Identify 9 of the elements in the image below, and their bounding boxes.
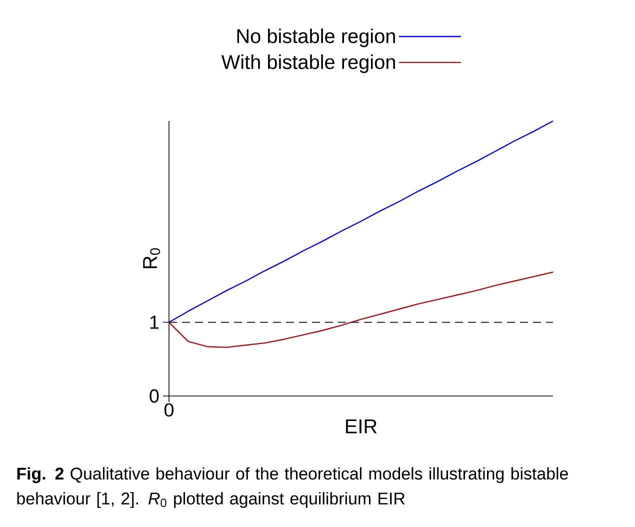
y-tick-label: 1 — [150, 316, 159, 329]
text: 0 — [164, 403, 174, 417]
x-axis-title: EIR — [346, 420, 377, 434]
line-series — [168, 272, 554, 348]
legend-label: No bistable region — [237, 28, 395, 48]
line-series — [168, 120, 554, 323]
text: Fig. 2 Qualitative behaviour of the theoretical models illustrating bistable behaviour [1, 2]. R$_{0}$ plotted against equilibrium EIR — [17, 467, 568, 508]
y-axis-title: R$_{0}$ — [143, 248, 160, 268]
legend-label: With bistable region — [221, 54, 395, 74]
